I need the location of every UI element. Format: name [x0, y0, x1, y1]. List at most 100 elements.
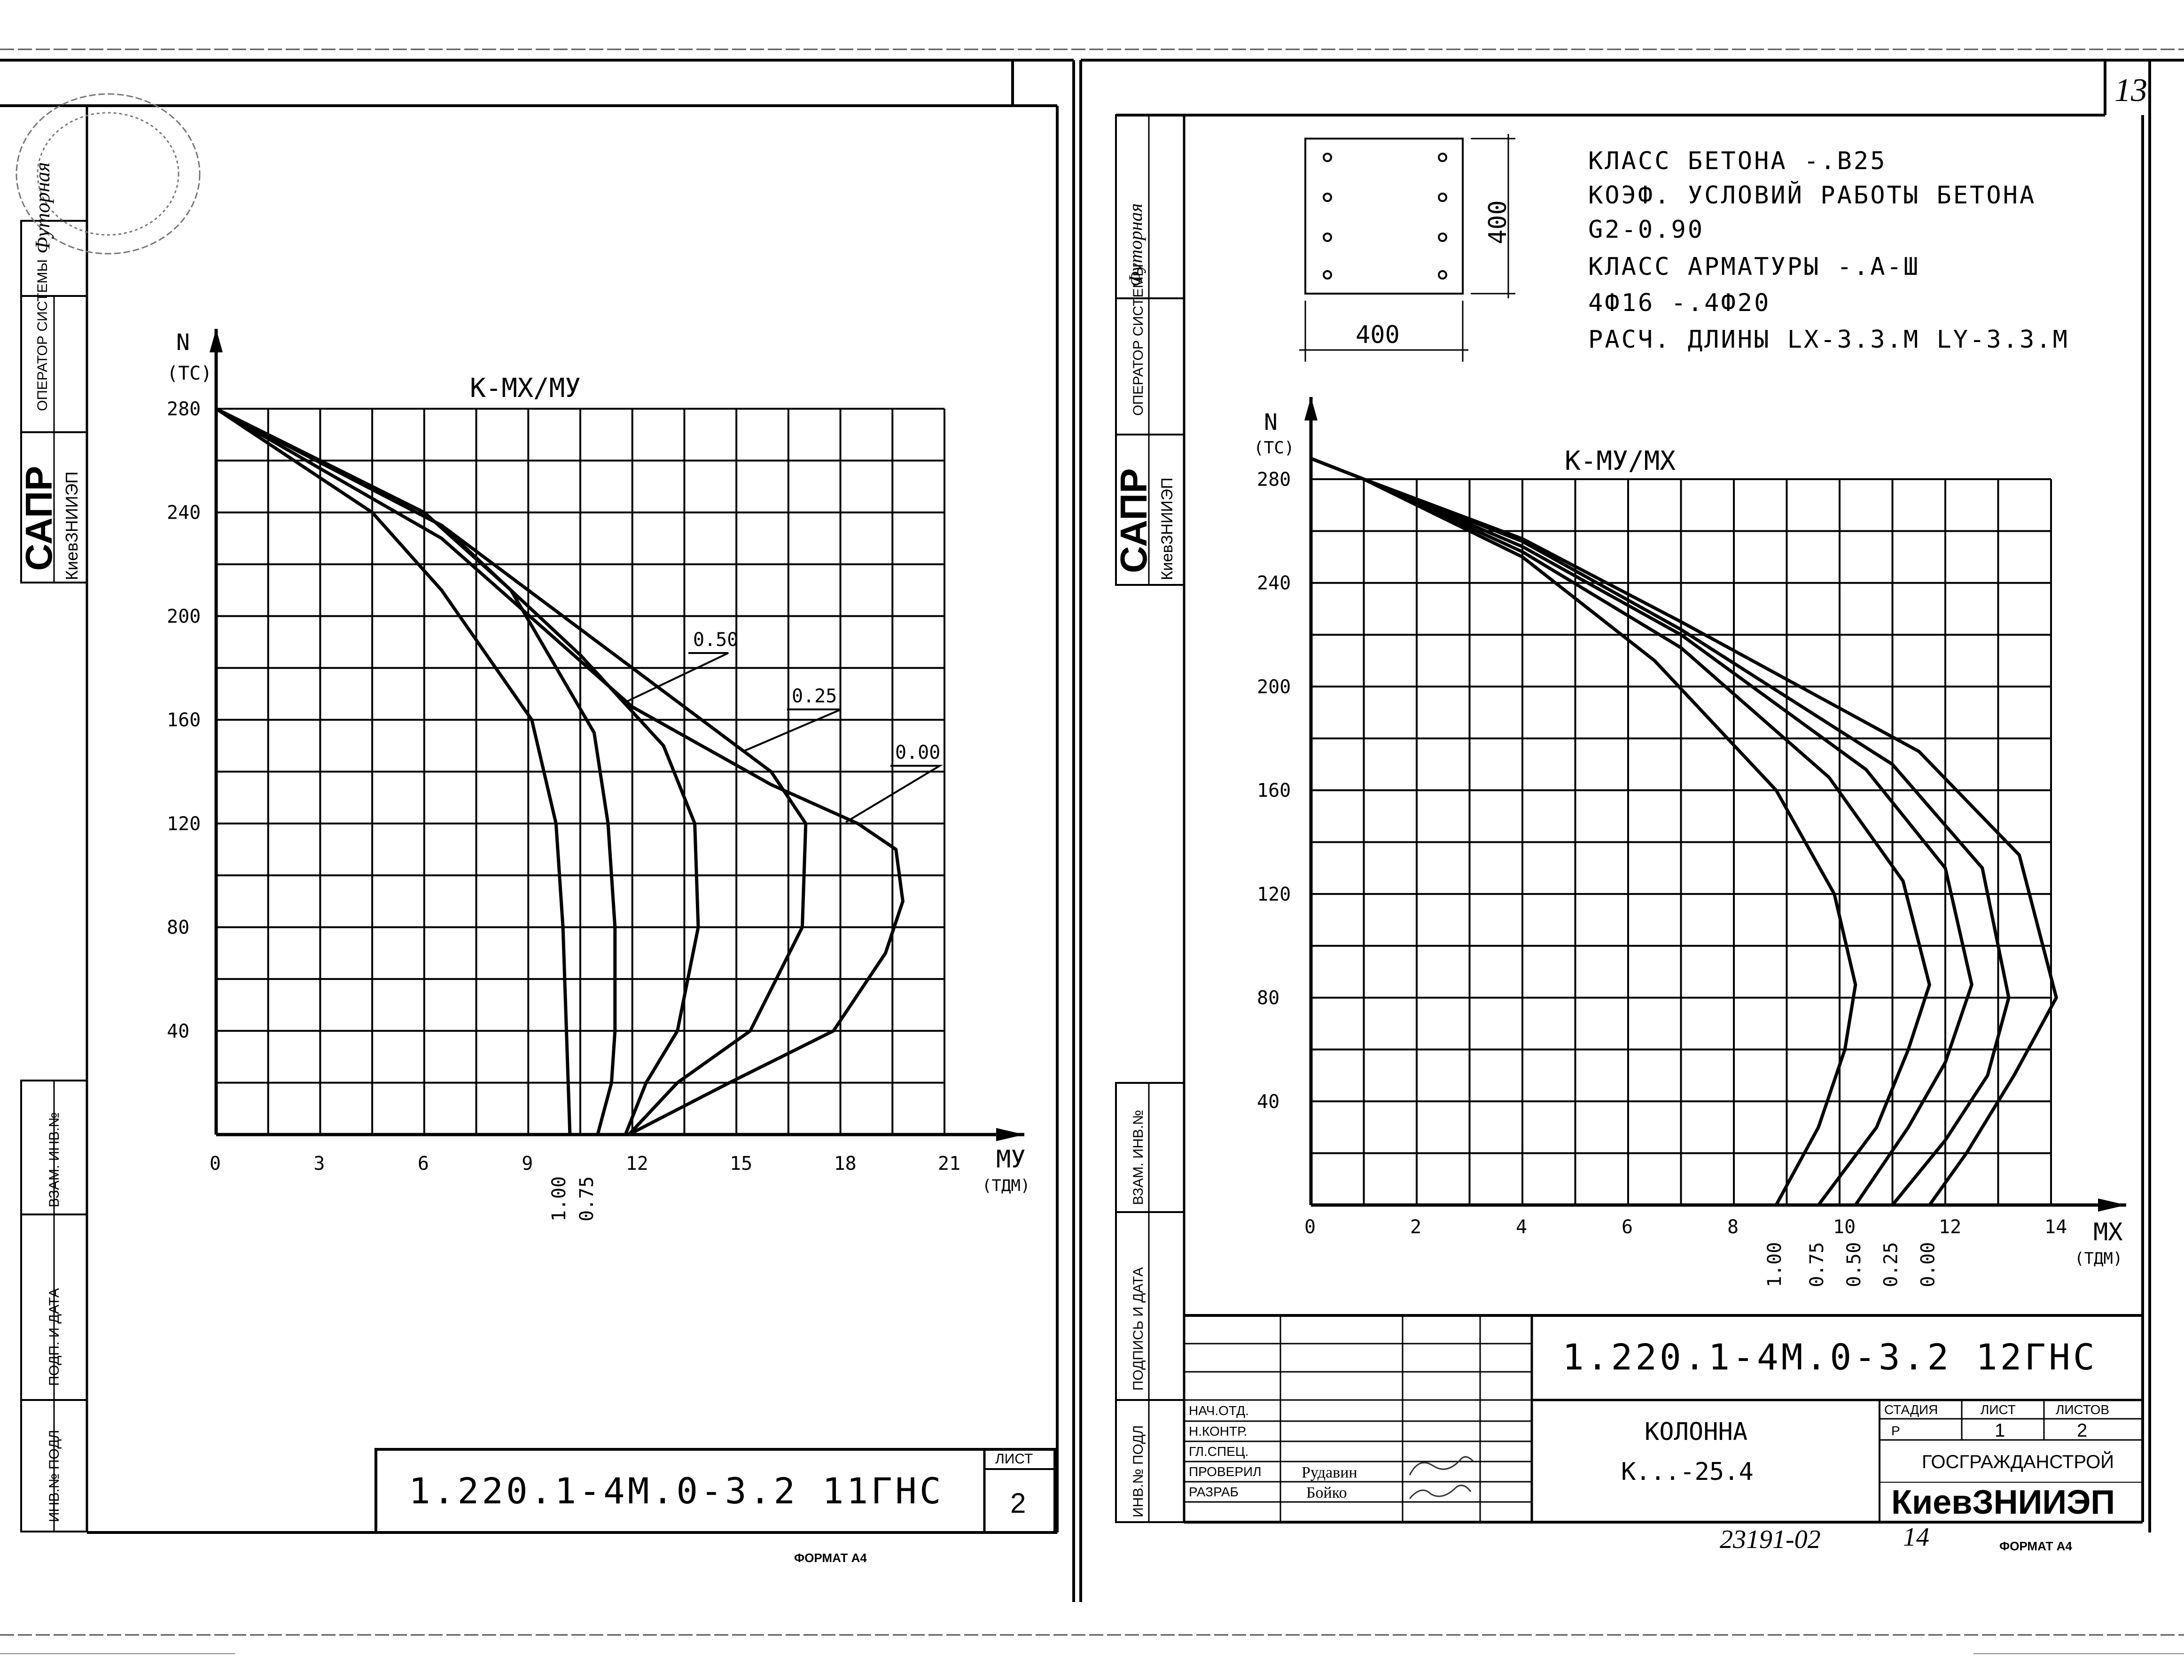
note-4: КЛАСС АРМАТУРЫ -.А-Ш: [1588, 253, 1920, 281]
x-tick-label: 8: [1727, 1216, 1739, 1238]
x-tick-label: 14: [2044, 1216, 2067, 1238]
curve-label-1.00: 1.00: [1764, 1242, 1786, 1287]
chart1-yunit: (ТС): [167, 363, 212, 384]
left-list-label: ЛИСТ: [995, 1451, 1033, 1467]
left-operator-label: ОПЕРАТОР СИСТЕМЫ: [35, 259, 50, 411]
section-width: 400: [1356, 321, 1400, 349]
chart-interaction-my-mx: К-МУ/МХ N (ТС) МХ (ТДМ) 0 2 4 6 8 10 12 14 40 80 1…: [1254, 397, 2126, 1287]
left-podp-label: ПОДП. И ДАТА: [47, 1288, 62, 1386]
right-sapr-label: САПР: [1113, 468, 1154, 573]
series-line-0.50: [1310, 457, 1973, 1206]
left-vzam-label: ВЗАМ. ИНВ.№: [47, 1112, 62, 1207]
leader-line-0.50: [624, 652, 729, 703]
role-5: РАЗРАБ: [1189, 1485, 1239, 1499]
bottom-page: 14: [1903, 1523, 1929, 1552]
spec-notes: КЛАСС БЕТОНА -.В25 КОЭФ. УСЛОВИЙ РАБОТЫ …: [1588, 147, 2069, 354]
y-axis-arrow: [210, 329, 223, 352]
sheets-value: 2: [2077, 1420, 2087, 1441]
curve-label-0.25: 0.25: [792, 685, 837, 707]
y-tick-label: 120: [167, 813, 201, 835]
x-tick-label: 21: [938, 1153, 960, 1174]
sheet-value: 1: [1995, 1420, 2005, 1441]
left-list-value: 2: [1010, 1487, 1026, 1519]
right-podp-label: ПОДПИСЬ И ДАТА: [1131, 1267, 1146, 1391]
org-line-2: КиевЗНИИЭП: [1891, 1484, 2115, 1521]
chart1-xlabel: МУ: [996, 1145, 1026, 1174]
note-3: G2-0.90: [1588, 216, 1704, 244]
stage-value: Р: [1891, 1423, 1900, 1438]
curve-label-0.75: 0.75: [1806, 1242, 1828, 1287]
role-3: ГЛ.СПЕЦ.: [1189, 1444, 1248, 1459]
left-sapr-label: САПР: [18, 466, 60, 571]
x-axis-arrow: [996, 1128, 1024, 1141]
left-institute-label: КиевЗНИИЭП: [62, 472, 81, 580]
series-line-0.00: [215, 407, 905, 1136]
right-sheet: [1081, 59, 2184, 1532]
x-axis-arrow: [2098, 1198, 2126, 1212]
leader-line-0.25: [742, 708, 842, 753]
y-tick-label: 240: [1257, 573, 1291, 594]
role-4: ПРОВЕРИЛ: [1189, 1464, 1262, 1479]
curve-label-0.50: 0.50: [693, 629, 738, 651]
left-sheet: [0, 59, 1075, 1602]
stage-label: СТАДИЯ: [1884, 1402, 1938, 1417]
chart-interaction-mx-my: К-МХ/МУ N (ТС) МУ (ТДМ) 0 3 6 9 12 15 18 21 40 80…: [167, 329, 1030, 1221]
right-futornaya-label: Футорная: [1125, 203, 1146, 287]
x-tick-label: 6: [1622, 1216, 1633, 1238]
series-line-0.00: [1310, 457, 2058, 1206]
right-operator-label: ОПЕРАТОР СИСТЕМЫ: [1131, 264, 1146, 416]
y-tick-label: 160: [1257, 780, 1291, 801]
org-line-1: ГОСГРАЖДАНСТРОЙ: [1922, 1451, 2114, 1472]
y-tick-label: 160: [167, 709, 201, 731]
chart2-xunit: (ТДМ): [2075, 1249, 2122, 1268]
x-tick-label: 2: [1410, 1216, 1421, 1238]
chart1-ylabel: N: [176, 329, 190, 356]
y-tick-label: 120: [1257, 884, 1291, 905]
right-institute-label: КиевЗНИИЭП: [1158, 477, 1176, 580]
chart2-ylabel: N: [1264, 409, 1278, 436]
series-line-0.25: [215, 407, 808, 1136]
note-5: 4Ф16 -.4Ф20: [1588, 289, 1771, 317]
x-tick-label: 4: [1516, 1216, 1527, 1238]
page-number: 13: [2114, 72, 2147, 109]
series-line-0.50: [215, 407, 700, 1136]
note-6: РАСЧ. ДЛИНЫ LX-3.3.М LY-3.3.М: [1588, 326, 2069, 354]
note-1: КЛАСС БЕТОНА -.В25: [1588, 147, 1887, 175]
curve-label-0.50: 0.50: [1843, 1242, 1865, 1287]
y-axis-arrow: [1304, 397, 1318, 420]
x-tick-label: 9: [522, 1153, 533, 1174]
curve-label-0.75: 0.75: [576, 1176, 598, 1221]
chart2-grid: [1310, 478, 2052, 1206]
y-tick-label: 200: [1257, 676, 1291, 698]
chart2-yunit: (ТС): [1254, 438, 1295, 458]
role-1: НАЧ.ОТД.: [1189, 1403, 1249, 1418]
right-format-label: ФОРМАТ А4: [1999, 1539, 2072, 1553]
bottom-number: 23191-02: [1720, 1525, 1821, 1554]
x-tick-label: 10: [1833, 1216, 1856, 1238]
curve-label-0.25: 0.25: [1880, 1242, 1902, 1287]
title-name-1: КОЛОННА: [1645, 1418, 1747, 1446]
role-2: Н.КОНТР.: [1189, 1424, 1247, 1439]
x-tick-label: 6: [418, 1153, 429, 1174]
right-doc-code: 1.220.1-4М.0-3.2 12ГНС: [1562, 1336, 2098, 1378]
curve-label-1.00: 1.00: [548, 1176, 570, 1221]
right-inv-label: ИНВ.№ ПОДЛ: [1131, 1425, 1146, 1517]
curve-label-0.00: 0.00: [1917, 1242, 1939, 1287]
sheets-label: ЛИСТОВ: [2056, 1402, 2109, 1417]
person-developed: Бойко: [1306, 1484, 1347, 1501]
section-height: 400: [1484, 200, 1512, 244]
stamp: [16, 93, 201, 255]
curve-label-0.00: 0.00: [895, 742, 940, 763]
right-vzam-label: ВЗАМ. ИНВ.№: [1131, 1110, 1146, 1205]
y-tick-label: 280: [167, 398, 201, 420]
x-tick-label: 3: [313, 1153, 325, 1174]
series-line-1.00: [215, 407, 572, 1135]
signatures: [1409, 1456, 1474, 1499]
x-tick-label: 0: [210, 1153, 221, 1174]
sheet-label: ЛИСТ: [1981, 1402, 2016, 1417]
left-doc-code: 1.220.1-4М.0-3.2 11ГНС: [409, 1470, 944, 1512]
series-line-0.25: [1310, 457, 2011, 1206]
x-tick-label: 15: [730, 1153, 752, 1174]
chart1-xunit: (ТДМ): [982, 1176, 1030, 1195]
